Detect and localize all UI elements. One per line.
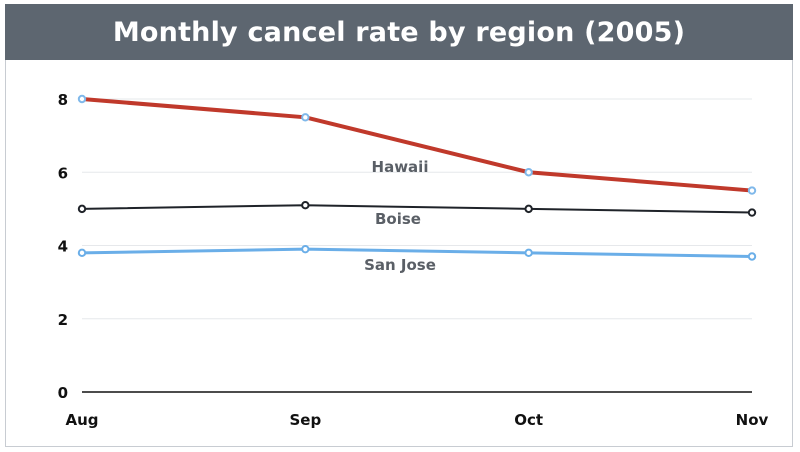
data-point-hawaii-sep bbox=[301, 113, 310, 122]
data-point-hawaii-oct bbox=[524, 168, 533, 177]
x-tick-label-aug: Aug bbox=[65, 411, 98, 429]
data-point-boise-aug bbox=[77, 204, 87, 214]
y-tick-label: 4 bbox=[58, 238, 68, 256]
data-point-san-jose-aug bbox=[77, 248, 87, 258]
series-points bbox=[77, 94, 757, 261]
series-label-san-jose: San Jose bbox=[364, 256, 436, 274]
series-line-boise bbox=[81, 204, 753, 214]
series-labels: Hawaii Boise San Jose bbox=[364, 158, 436, 274]
y-tick-label: 0 bbox=[58, 384, 68, 402]
series-line-san-jose bbox=[80, 247, 754, 258]
data-point-boise-sep bbox=[301, 201, 310, 210]
series-line-hawaii bbox=[80, 97, 754, 193]
y-tick-label: 2 bbox=[58, 311, 68, 329]
y-tick-label: 6 bbox=[58, 164, 68, 182]
data-point-hawaii-aug bbox=[77, 94, 87, 104]
chart-frame bbox=[5, 4, 793, 447]
data-point-san-jose-nov bbox=[747, 252, 757, 261]
x-tick-label-nov: Nov bbox=[736, 411, 769, 429]
chart-title: Monthly cancel rate by region (2005) bbox=[112, 16, 686, 48]
data-point-san-jose-oct bbox=[524, 248, 533, 258]
grid-lines bbox=[82, 98, 752, 320]
x-tick-labels: Aug Sep Oct Nov bbox=[65, 411, 768, 429]
series-label-boise: Boise bbox=[375, 210, 421, 228]
series-label-hawaii: Hawaii bbox=[372, 158, 429, 176]
data-point-boise-oct bbox=[524, 204, 533, 214]
y-tick-labels: 0 2 4 6 8 bbox=[58, 91, 68, 402]
x-tick-label-sep: Sep bbox=[289, 411, 321, 429]
x-tick-label-oct: Oct bbox=[514, 411, 543, 429]
data-point-hawaii-nov bbox=[747, 186, 757, 195]
series-lines bbox=[80, 97, 754, 258]
data-point-boise-nov bbox=[747, 208, 757, 217]
data-point-san-jose-sep bbox=[301, 244, 310, 254]
y-tick-label: 8 bbox=[58, 91, 68, 109]
chart-title-bar: Monthly cancel rate by region (2005) bbox=[5, 4, 793, 60]
